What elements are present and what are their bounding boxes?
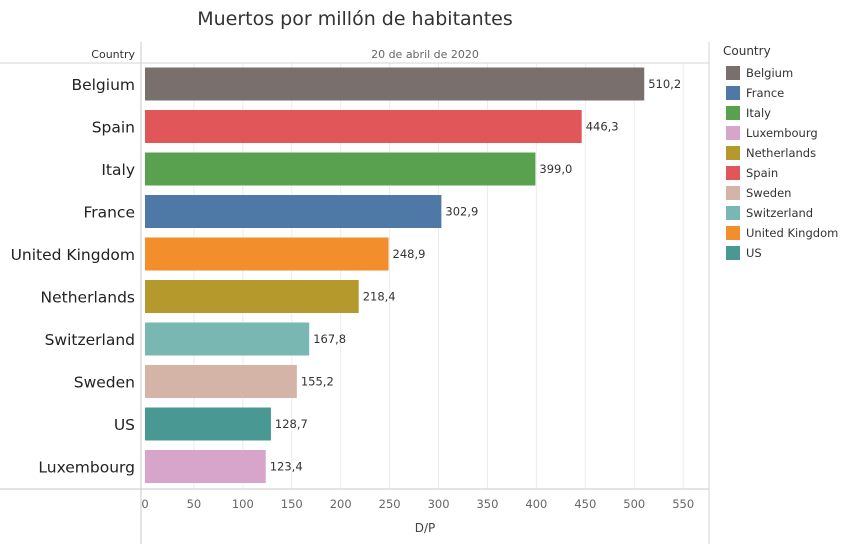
x-tick-label: 550 (672, 497, 694, 511)
category-label: Sweden (74, 374, 135, 392)
legend-swatch (726, 106, 740, 120)
x-tick-label: 350 (476, 497, 498, 511)
column-header-label: 20 de abril de 2020 (371, 48, 479, 61)
legend-label: United Kingdom (746, 226, 839, 240)
legend-swatch (726, 146, 740, 160)
legend-label: Netherlands (746, 146, 817, 160)
legend-item[interactable]: Belgium (714, 63, 859, 83)
legend-swatch (726, 126, 740, 140)
bar-italy (145, 152, 536, 186)
legend-label: Switzerland (746, 206, 814, 220)
x-tick-label: 150 (281, 497, 303, 511)
legend-swatch (726, 226, 740, 240)
x-tick-label: 400 (525, 497, 547, 511)
legend-label: Sweden (746, 186, 792, 200)
x-tick-label: 500 (623, 497, 645, 511)
x-axis-title: D/P (415, 521, 436, 535)
bar-spain (145, 110, 582, 143)
bar-france (145, 195, 442, 228)
category-label: US (114, 416, 135, 434)
bar-united-kingdom (145, 237, 389, 271)
chart-title: Muertos por millón de habitantes (197, 8, 513, 30)
value-label: 128,7 (275, 417, 308, 431)
category-label: United Kingdom (11, 246, 135, 264)
legend-label: Spain (746, 166, 779, 180)
legend-swatch (726, 86, 740, 100)
bar-sweden (145, 365, 297, 398)
legend-label: France (746, 86, 785, 100)
x-tick-label: 200 (330, 497, 352, 511)
bar-belgium (145, 67, 645, 101)
legend-label: Luxembourg (746, 126, 818, 140)
legend-item[interactable]: Switzerland (714, 203, 859, 223)
legend-items: Belgium France Italy Luxembourg Netherlands S… (714, 63, 859, 263)
category-label: Luxembourg (38, 459, 135, 477)
legend-item[interactable]: Sweden (714, 183, 859, 203)
category-label: Spain (92, 119, 135, 137)
legend-item[interactable]: Luxembourg (714, 123, 859, 143)
legend-swatch (726, 66, 740, 80)
bar-us (145, 407, 271, 441)
bar-switzerland (145, 322, 310, 356)
category-label: Netherlands (41, 289, 135, 307)
category-label: France (83, 204, 135, 222)
legend-item[interactable]: Spain (714, 163, 859, 183)
value-label: 302,9 (445, 205, 478, 219)
legend-item[interactable]: US (714, 243, 859, 263)
row-header-label: Country (91, 48, 135, 61)
value-label: 446,3 (586, 120, 619, 134)
value-label: 155,2 (301, 375, 334, 389)
bar-luxembourg (145, 450, 266, 483)
x-tick-label: 450 (574, 497, 596, 511)
x-tick-label: 0 (141, 497, 148, 511)
legend-label: Belgium (746, 66, 794, 80)
legend-item[interactable]: Netherlands (714, 143, 859, 163)
value-label: 218,4 (363, 290, 396, 304)
x-tick-label: 100 (232, 497, 254, 511)
legend-title: Country (723, 44, 771, 58)
x-tick-label: 50 (187, 497, 202, 511)
legend-item[interactable]: France (714, 83, 859, 103)
category-label: Switzerland (45, 331, 135, 349)
legend-label: Italy (746, 106, 771, 120)
legend-swatch (726, 166, 740, 180)
legend-item[interactable]: United Kingdom (714, 223, 859, 243)
legend-item[interactable]: Italy (714, 103, 859, 123)
legend-swatch (726, 186, 740, 200)
category-label: Belgium (71, 76, 135, 94)
bar-netherlands (145, 280, 359, 313)
legend-swatch (726, 246, 740, 260)
value-label: 248,9 (393, 247, 426, 261)
value-label: 399,0 (539, 162, 572, 176)
x-tick-label: 250 (379, 497, 401, 511)
legend-swatch (726, 206, 740, 220)
value-label: 167,8 (313, 332, 346, 346)
legend-label: US (746, 246, 762, 260)
bar-chart: Country 20 de abril de 2020 Belgium 510,2 Sp… (0, 42, 710, 544)
category-label: Italy (101, 161, 135, 179)
legend: Country Belgium France Italy Luxembourg Neth… (714, 44, 859, 263)
value-label: 123,4 (270, 460, 303, 474)
x-tick-label: 300 (428, 497, 450, 511)
value-label: 510,2 (648, 77, 681, 91)
